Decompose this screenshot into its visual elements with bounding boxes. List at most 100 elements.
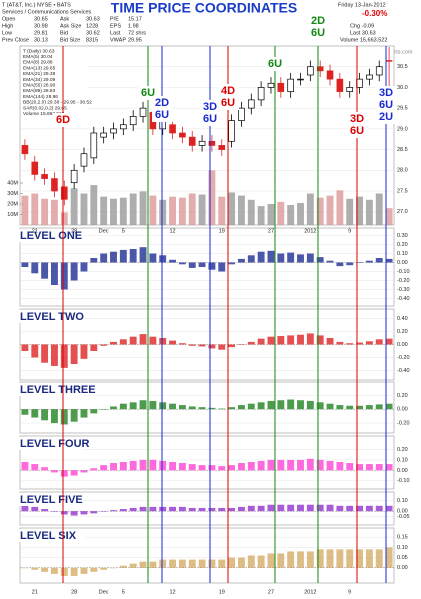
histogram-bar: [208, 344, 216, 349]
histogram-bar: [31, 344, 39, 358]
histogram-bar: [188, 464, 196, 471]
volume-tick-label: 10M: [7, 212, 18, 218]
histogram-bar: [110, 251, 117, 263]
histogram-bar: [198, 407, 206, 410]
histogram-bar: [346, 549, 354, 568]
histogram-bar: [336, 262, 344, 267]
histogram-bar: [70, 470, 78, 476]
histogram-bar: [41, 262, 49, 279]
y-tick-label: -0.30: [397, 287, 410, 293]
x-tick-label: 9: [348, 589, 351, 595]
y-tick-label: 0.10: [397, 545, 408, 551]
histogram-bar: [21, 409, 29, 415]
histogram-bar: [385, 338, 393, 345]
annotation: 6U: [268, 58, 282, 70]
histogram-bar: [149, 336, 157, 345]
x-tick-label: 2012: [304, 589, 316, 595]
histogram-bar: [41, 409, 49, 421]
legend-entry: EMA(21) 29.39: [23, 71, 56, 77]
volume-bar: [129, 193, 137, 225]
histogram-bar: [129, 507, 137, 512]
volume-bar: [228, 192, 236, 225]
annotation: 6U: [155, 109, 169, 121]
candle-body: [375, 66, 383, 76]
histogram-bar: [257, 402, 265, 410]
legend-entry: EMA(55) 28.90: [23, 82, 56, 88]
candle-body: [208, 140, 216, 146]
y-tick-label: -0.20: [397, 355, 410, 361]
candle-body: [336, 78, 344, 92]
volume-bar: [178, 197, 186, 225]
histogram-bar: [90, 468, 98, 471]
histogram-bar: [238, 258, 245, 263]
candle-body: [257, 87, 265, 101]
candle-body: [277, 82, 285, 92]
histogram-bar: [208, 465, 216, 471]
info-cell: 72 shrs: [128, 30, 146, 36]
histogram-bar: [316, 402, 324, 410]
histogram-bar: [267, 336, 275, 345]
legend-entry: EMA(89) 28.83: [23, 88, 56, 94]
histogram-bar: [149, 459, 157, 471]
legend-entry: EMA(144) 28.86: [23, 94, 58, 100]
histogram-bar: [129, 336, 137, 345]
annotation: 6U: [350, 125, 364, 137]
histogram-bar: [267, 250, 275, 263]
x-tick-label: Dec: [99, 589, 109, 595]
volume-bar: [356, 196, 363, 225]
histogram-bar: [267, 400, 275, 410]
histogram-bar: [277, 336, 285, 345]
level-label-bg: [18, 437, 84, 450]
y-tick-label: 0.00: [397, 468, 408, 474]
y-tick-label: 0.20: [397, 242, 408, 248]
histogram-bar: [326, 338, 334, 345]
histogram-bar: [375, 404, 383, 410]
histogram-bar: [70, 409, 78, 422]
candle-body: [316, 66, 324, 72]
histogram-bar: [375, 549, 383, 568]
volume-bar: [110, 198, 117, 225]
candle-body: [31, 161, 39, 175]
histogram-bar: [257, 555, 265, 568]
volume-bar: [385, 208, 393, 225]
volume-tick-label: 40M: [7, 180, 18, 186]
histogram-bar: [70, 511, 78, 516]
annotation: 3D: [203, 101, 217, 113]
y-tick-label: -0.10: [397, 478, 410, 484]
histogram-bar: [287, 252, 295, 263]
x-tick-label: 28: [71, 589, 77, 595]
histogram-bar: [375, 505, 383, 512]
histogram-bar: [247, 505, 255, 512]
histogram-bar: [297, 400, 304, 410]
legend-entry: BB(20,2.0) 29.38 - 29.95 - 30.52: [23, 100, 92, 106]
level-label: LEVEL SIX: [20, 530, 77, 542]
level-label-bg: [18, 229, 84, 242]
annotation: 4D: [221, 85, 235, 97]
histogram-bar: [149, 253, 157, 263]
histogram-bar: [198, 507, 206, 512]
y-tick-label: 28.0: [397, 168, 408, 174]
volume-tick-label: 20M: [7, 201, 18, 207]
histogram-bar: [60, 470, 68, 477]
candle-body: [129, 116, 137, 126]
histogram-bar: [208, 507, 216, 512]
histogram-bar: [356, 549, 363, 568]
x-tick-label: Dec: [99, 228, 109, 234]
annotation: 6U: [221, 97, 235, 109]
histogram-bar: [297, 459, 304, 471]
candle-body: [80, 153, 88, 167]
histogram-bar: [287, 399, 295, 410]
y-tick-label: 0.05: [397, 555, 408, 561]
annotation-box: [218, 84, 239, 110]
volume-bar: [149, 195, 157, 225]
histogram-bar: [316, 335, 324, 345]
histogram-bar: [326, 504, 334, 512]
histogram-bar: [326, 403, 334, 410]
level-label: LEVEL ONE: [20, 230, 82, 242]
histogram-bar: [385, 258, 393, 263]
histogram-bar: [129, 460, 137, 471]
histogram-bar: [41, 467, 49, 471]
candle-body: [297, 78, 304, 81]
histogram-bar: [169, 559, 176, 568]
